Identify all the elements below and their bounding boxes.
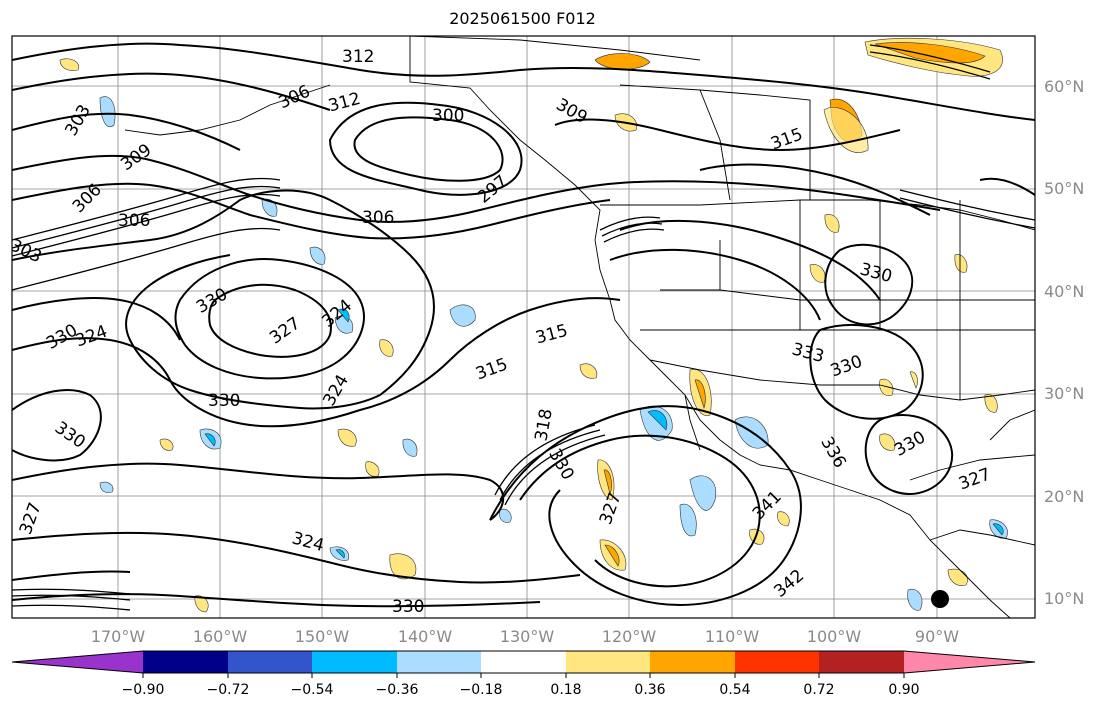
lat-label: 50°N (1044, 179, 1085, 198)
colorbar-segment (566, 651, 650, 673)
contour-label: 306 (362, 208, 394, 228)
lon-label: 140°W (397, 627, 453, 646)
lat-label: 10°N (1044, 589, 1085, 608)
map-frame-bg (12, 36, 1035, 618)
lat-label: 40°N (1044, 282, 1085, 301)
contour-label: 312 (342, 47, 374, 67)
colorbar-tick-label: −0.72 (206, 682, 250, 698)
colorbar-segment (228, 651, 312, 673)
colorbar-tick-label: −0.36 (375, 682, 419, 698)
contour-lines (12, 42, 1035, 608)
colorbar-tick-label: 0.54 (719, 682, 751, 698)
lon-label: 160°W (192, 627, 248, 646)
colorbar-tick-label: 0.36 (634, 682, 666, 698)
marker-dot (931, 590, 949, 608)
lat-label: 30°N (1044, 384, 1085, 403)
lat-label: 60°N (1044, 77, 1085, 96)
colorbar-segment (12, 651, 143, 673)
lon-label: 130°W (499, 627, 555, 646)
lon-label: 100°W (806, 627, 862, 646)
colorbar-segment (819, 651, 904, 673)
map-title: 2025061500 F012 (449, 9, 596, 28)
shading-patches (59, 37, 1008, 613)
lat-label: 20°N (1044, 487, 1085, 506)
colorbar-tick-label: 0.90 (888, 682, 920, 698)
colorbar-segment (735, 651, 819, 673)
lon-label: 150°W (294, 627, 350, 646)
map-frame (11, 35, 1036, 619)
lon-label: 170°W (90, 627, 146, 646)
colorbar-tick-label: 0.18 (550, 682, 582, 698)
colorbar-segment (904, 651, 1035, 673)
colorbar-tick-label: 0.72 (803, 682, 835, 698)
lon-label: 120°W (601, 627, 657, 646)
colorbar-tick-label: −0.90 (121, 682, 165, 698)
contour-label: 300 (432, 106, 464, 126)
contour-label: 330 (208, 391, 240, 411)
graticule (12, 36, 1035, 618)
lon-label: 90°W (914, 627, 960, 646)
contour-lines-thin (12, 44, 1035, 611)
colorbar-tick-label: −0.54 (290, 682, 334, 698)
contour-label: 306 (118, 211, 150, 231)
colorbar-segment (143, 651, 228, 673)
colorbar-tick-marks (142, 673, 905, 678)
lon-label: 110°W (704, 627, 760, 646)
colorbar-segment (312, 651, 397, 673)
colorbar-segment (397, 651, 481, 673)
colorbar-segment (481, 651, 566, 673)
contour-label: 330 (392, 597, 424, 617)
colorbar-tick-label: −0.18 (459, 682, 503, 698)
colorbar (12, 651, 1035, 673)
colorbar-segment (650, 651, 735, 673)
